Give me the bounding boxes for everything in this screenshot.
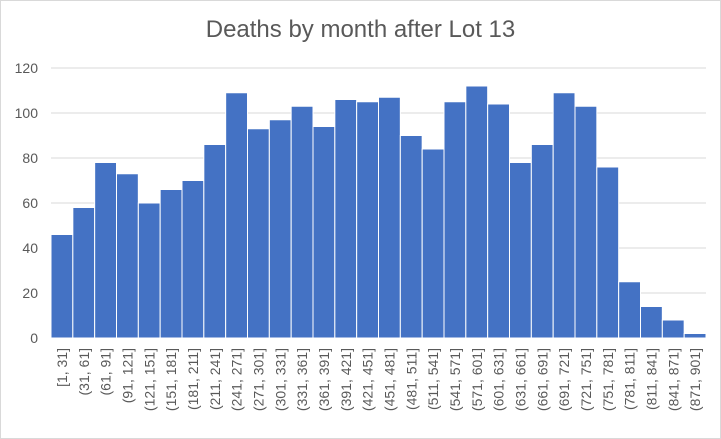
x-tick-label: (121, 151]: [141, 348, 157, 411]
x-tick-label: (721, 751]: [578, 348, 594, 411]
bar-20: [465, 85, 489, 339]
bar-8: [203, 144, 227, 339]
x-tick-label: (841, 871]: [665, 348, 681, 411]
x-tick-label: (451, 481]: [381, 348, 397, 411]
bar-12: [290, 105, 314, 339]
x-tick-label: (571, 601]: [469, 348, 485, 411]
x-tick-label: (421, 451]: [360, 348, 376, 411]
y-tick-label: 40: [22, 240, 38, 256]
bar-13: [312, 126, 336, 339]
bar-26: [596, 166, 620, 339]
bar-5: [137, 202, 161, 339]
x-tick-label: (181, 211]: [185, 348, 201, 410]
y-tick-label: 20: [22, 285, 38, 301]
x-tick-label: (871, 901]: [687, 348, 703, 411]
bar-18: [421, 148, 445, 339]
y-tick-label: 0: [30, 330, 38, 346]
bar-30: [683, 333, 707, 339]
bar-17: [399, 135, 423, 339]
bar-25: [574, 105, 598, 339]
x-tick-label: (61, 91]: [98, 348, 114, 395]
bar-9: [225, 92, 249, 339]
y-tick-label: 120: [15, 60, 39, 76]
bar-7: [181, 180, 205, 339]
bar-6: [159, 189, 183, 339]
x-tick-label: (601, 631]: [491, 348, 507, 411]
bar-10: [247, 128, 270, 339]
bar-27: [618, 281, 642, 339]
x-tick-label: (511, 541]: [425, 348, 441, 410]
x-tick-label: [1, 31]: [54, 348, 70, 387]
chart-title: Deaths by month after Lot 13: [205, 16, 516, 43]
x-tick-label: (541, 571]: [447, 348, 463, 411]
bar-2: [72, 207, 96, 339]
x-tick-label: (301, 331]: [272, 348, 288, 411]
x-tick-label: (631, 661]: [512, 348, 528, 411]
bar-23: [530, 144, 554, 339]
bar-3: [94, 162, 117, 339]
bar-14: [334, 99, 358, 339]
bar-24: [552, 92, 576, 339]
bar-22: [509, 162, 532, 339]
x-tick-label: (91, 121]: [119, 348, 135, 403]
y-tick-label: 100: [15, 105, 39, 121]
bar-19: [443, 101, 467, 339]
y-tick-label: 80: [22, 150, 38, 166]
x-tick-label: (211, 241]: [207, 348, 223, 410]
x-tick-label: (241, 271]: [229, 348, 245, 411]
bar-29: [661, 319, 685, 339]
x-tick-label: (391, 421]: [338, 348, 354, 411]
bar-4: [116, 173, 139, 339]
bar-1: [50, 234, 74, 339]
x-tick-label: (331, 361]: [294, 348, 310, 411]
x-tick-label: (811, 841]: [643, 348, 659, 410]
x-tick-label: (751, 781]: [600, 348, 616, 411]
x-tick-label: (661, 691]: [534, 348, 550, 411]
x-tick-label: (271, 301]: [250, 348, 266, 411]
x-tick-label: (31, 61]: [76, 348, 92, 395]
bar-28: [640, 306, 663, 339]
bar-15: [356, 101, 379, 339]
x-tick-label: (361, 391]: [316, 348, 332, 411]
x-tick-label: (481, 511]: [403, 348, 419, 410]
y-tick-label: 60: [22, 195, 38, 211]
bar-11: [268, 119, 292, 339]
x-tick-label: (691, 721]: [556, 348, 572, 411]
x-tick-label: (151, 181]: [163, 348, 179, 411]
bar-16: [378, 96, 401, 339]
bar-21: [487, 103, 510, 339]
x-tick-label: (781, 811]: [622, 348, 638, 410]
